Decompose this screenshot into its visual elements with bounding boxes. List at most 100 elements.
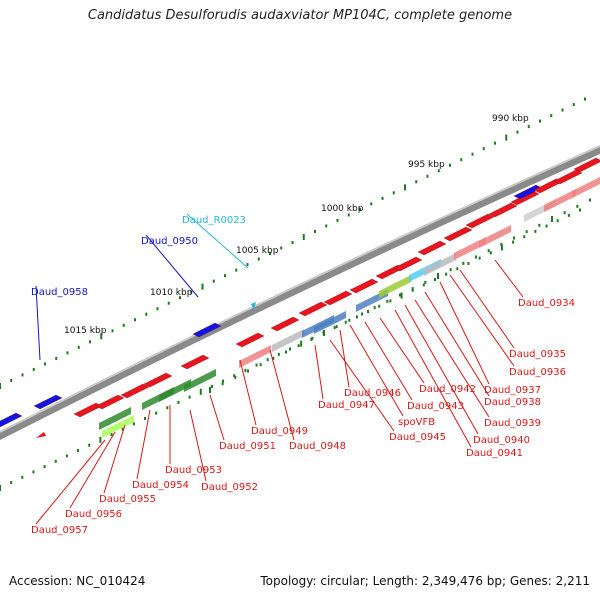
gene-label-daud_0936[interactable]: Daud_0936 bbox=[509, 367, 566, 378]
scale-tick bbox=[424, 280, 427, 284]
scale-tick bbox=[156, 307, 159, 311]
gene-bar bbox=[544, 189, 576, 212]
gene-label-daud_0945[interactable]: Daud_0945 bbox=[389, 432, 446, 443]
gene-label-daud_0935[interactable]: Daud_0935 bbox=[509, 349, 566, 360]
label-leader bbox=[424, 291, 490, 397]
gene-arrow[interactable] bbox=[180, 354, 210, 370]
gene-arrow[interactable] bbox=[443, 226, 473, 242]
gene-label-daud_0947[interactable]: Daud_0947 bbox=[318, 400, 375, 411]
scale-tick bbox=[310, 337, 313, 341]
scale-tick bbox=[336, 218, 339, 222]
scale-tick bbox=[257, 257, 260, 261]
scale-tick bbox=[77, 449, 80, 453]
scale-tick bbox=[32, 470, 35, 474]
gene-arrow[interactable] bbox=[349, 278, 379, 294]
scale-tick bbox=[233, 374, 236, 378]
gene-label-daud_0955[interactable]: Daud_0955 bbox=[99, 494, 156, 505]
gene-label-daud_0951[interactable]: Daud_0951 bbox=[219, 441, 276, 452]
scale-tick bbox=[66, 351, 69, 355]
scale-tick bbox=[121, 427, 124, 431]
gene-label-daud_0940[interactable]: Daud_0940 bbox=[473, 435, 530, 446]
scale-tick bbox=[302, 233, 305, 240]
gene-arrow[interactable] bbox=[323, 290, 353, 306]
gene-label-daud_0942[interactable]: Daud_0942 bbox=[419, 384, 476, 395]
scale-tick bbox=[344, 320, 347, 324]
scale-tick bbox=[404, 184, 406, 191]
scale-tick bbox=[134, 318, 136, 322]
gene-label-daud_0952[interactable]: Daud_0952 bbox=[201, 482, 258, 493]
scale-tick bbox=[579, 208, 581, 212]
gene-bar bbox=[314, 311, 346, 334]
scale-tick bbox=[576, 204, 579, 208]
label-leader bbox=[414, 299, 490, 418]
gene-label-daud_0950[interactable]: Daud_0950 bbox=[141, 236, 198, 247]
gene-label-daud_0949[interactable]: Daud_0949 bbox=[251, 426, 308, 437]
gene-arrow[interactable] bbox=[270, 316, 300, 332]
gene-arrow[interactable] bbox=[573, 157, 600, 173]
gene-label-spovfb[interactable]: spoVFB bbox=[398, 417, 435, 428]
gene-bar bbox=[239, 345, 271, 368]
gene-arrow[interactable] bbox=[143, 372, 173, 388]
gene-arrow[interactable] bbox=[393, 256, 423, 272]
gene-label-daud_0957[interactable]: Daud_0957 bbox=[31, 525, 88, 536]
scale-tick bbox=[259, 363, 262, 367]
gene-arrow[interactable] bbox=[465, 213, 495, 229]
scale-tick bbox=[437, 273, 439, 279]
scale-tick bbox=[567, 213, 570, 217]
gene-label-daud_0934[interactable]: Daud_0934 bbox=[518, 298, 575, 309]
scale-ticks bbox=[0, 97, 591, 491]
scale-tick bbox=[199, 388, 202, 395]
scale-tick bbox=[561, 108, 564, 112]
label-leader bbox=[69, 431, 116, 509]
gene-label-daud_0943[interactable]: Daud_0943 bbox=[407, 401, 464, 412]
gene-label-daud_0954[interactable]: Daud_0954 bbox=[132, 480, 189, 491]
gene-label-daud_0946[interactable]: Daud_0946 bbox=[344, 388, 401, 399]
gene-label-daud_0941[interactable]: Daud_0941 bbox=[466, 448, 523, 459]
label-leader bbox=[269, 349, 295, 441]
scale-tick bbox=[65, 454, 68, 458]
scale-tick bbox=[487, 249, 490, 253]
scale-tick bbox=[534, 229, 537, 233]
scale-tick bbox=[370, 202, 373, 206]
gene-label-daud_0938[interactable]: Daud_0938 bbox=[484, 397, 541, 408]
topology-text: Topology: circular; Length: 2,349,476 bp… bbox=[260, 574, 590, 588]
scale-tick bbox=[179, 296, 181, 300]
gene-arrow[interactable] bbox=[0, 412, 23, 428]
gene-arrow[interactable] bbox=[192, 322, 222, 338]
label-leader bbox=[314, 344, 324, 400]
gene-arrow[interactable] bbox=[488, 202, 518, 218]
gene-arrow[interactable] bbox=[298, 301, 328, 317]
gene-arrow[interactable] bbox=[120, 383, 150, 399]
scale-tick bbox=[10, 378, 13, 382]
label-leader bbox=[394, 309, 472, 448]
gene-label-daud_0948[interactable]: Daud_0948 bbox=[289, 441, 346, 452]
scale-tick bbox=[539, 119, 541, 123]
gene-label-daud_0939[interactable]: Daud_0939 bbox=[484, 418, 541, 429]
scale-tick bbox=[513, 236, 515, 240]
gene-bar bbox=[159, 379, 191, 402]
scale-tick bbox=[373, 306, 376, 310]
gene-arrow[interactable] bbox=[417, 240, 447, 256]
gene-arrow[interactable] bbox=[33, 394, 63, 410]
gene-label-daud_0953[interactable]: Daud_0953 bbox=[165, 465, 222, 476]
gene-label-daud_0958[interactable]: Daud_0958 bbox=[31, 287, 88, 298]
gene-arrow[interactable] bbox=[95, 394, 125, 410]
scale-tick bbox=[462, 261, 465, 265]
scale-tick bbox=[347, 213, 350, 217]
accession-text: Accession: NC_010424 bbox=[9, 574, 146, 588]
scale-tick bbox=[545, 224, 548, 228]
scale-tick bbox=[289, 347, 291, 351]
gene-label-daud_0956[interactable]: Daud_0956 bbox=[65, 509, 122, 520]
scale-tick bbox=[348, 318, 351, 322]
label-leader bbox=[186, 213, 249, 269]
scale-tick bbox=[0, 485, 1, 491]
scale-tick bbox=[110, 433, 113, 437]
scale-tick bbox=[285, 350, 287, 354]
gene-label-daud_r0023[interactable]: Daud_R0023 bbox=[182, 215, 246, 226]
gene-arrow[interactable] bbox=[553, 169, 583, 185]
gene-label-daud_0937[interactable]: Daud_0937 bbox=[484, 385, 541, 396]
gene-arrow[interactable] bbox=[235, 332, 265, 348]
label-leader bbox=[459, 269, 515, 349]
scale-tick bbox=[589, 198, 591, 202]
scale-tick bbox=[525, 230, 528, 234]
